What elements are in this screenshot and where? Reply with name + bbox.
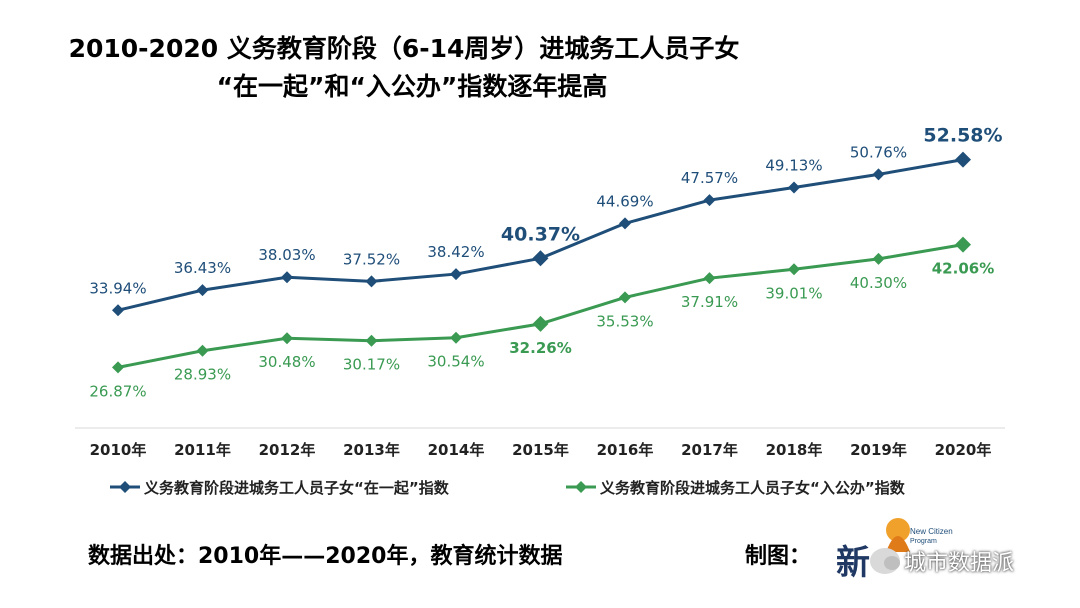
data-label-2: 30.17%: [343, 356, 400, 374]
data-label-1: 50.76%: [850, 143, 907, 161]
data-label-1: 40.37%: [501, 223, 580, 245]
data-point-1: [619, 217, 631, 230]
data-point-2: [703, 272, 716, 285]
data-label-1: 49.13%: [765, 157, 822, 175]
data-label-1: 36.43%: [174, 259, 231, 277]
data-point-1: [196, 284, 209, 297]
data-label-1: 44.69%: [596, 192, 653, 210]
legend-marker-2: [575, 481, 587, 493]
data-point-1: [955, 151, 971, 168]
data-label-2: 32.26%: [509, 339, 571, 357]
data-label-1: 38.42%: [427, 243, 484, 261]
svg-text:Program: Program: [910, 538, 937, 545]
x-tick-label: 2013年: [343, 441, 400, 459]
title-line-1: 2010-2020 义务教育阶段（6-14周岁）进城务工人员子女: [68, 34, 740, 63]
data-point-2: [450, 331, 462, 344]
x-tick-label: 2010年: [90, 441, 147, 459]
data-source-note: 数据出处：2010年——2020年，教育统计数据: [88, 544, 563, 569]
data-point-2: [872, 252, 885, 265]
data-label-2: 42.06%: [932, 260, 994, 278]
data-point-1: [112, 304, 124, 317]
data-label-2: 26.87%: [89, 382, 146, 400]
data-label-1: 37.52%: [343, 250, 400, 268]
svg-text:New Citizen: New Citizen: [910, 527, 953, 536]
data-point-2: [365, 334, 378, 347]
data-point-1: [365, 275, 378, 288]
x-tick-label: 2016年: [597, 441, 654, 459]
chart-title: 2010-2020 义务教育阶段（6-14周岁）进城务工人员子女 “在一起”和“…: [0, 30, 1080, 106]
data-label-1: 33.94%: [89, 279, 146, 297]
line-chart: 2010年 2011年 2012年 2013年 2014年 2015年 2016年 2017年…: [75, 125, 1005, 497]
x-tick-label: 2017年: [681, 441, 738, 459]
data-label-2: 30.48%: [258, 353, 315, 371]
data-point-2: [532, 315, 549, 332]
logo-char: 新: [836, 543, 870, 583]
x-tick-label: 2011年: [174, 441, 231, 459]
x-tick-label: 2015年: [512, 441, 569, 459]
legend-marker-1: [119, 481, 131, 493]
data-point-2: [112, 361, 124, 374]
data-label-2: 37.91%: [681, 293, 738, 311]
data-point-2: [196, 344, 209, 357]
data-point-1: [450, 268, 462, 281]
data-label-2: 30.54%: [427, 353, 484, 371]
data-point-1: [788, 181, 800, 194]
watermark: 城市数据派: [870, 544, 1014, 578]
x-tick-label: 2012年: [259, 441, 316, 459]
data-label-2: 39.01%: [765, 284, 822, 302]
data-point-2: [788, 263, 800, 276]
title-line-2: “在一起”和“入公办”指数逐年提高: [216, 72, 608, 101]
legend-label-2: 义务教育阶段进城务工人员子女“入公办”指数: [600, 479, 906, 497]
x-tick-label: 2018年: [766, 441, 823, 459]
data-point-1: [872, 168, 885, 181]
data-label-1: 38.03%: [258, 246, 315, 264]
data-label-1: 47.57%: [681, 169, 738, 187]
x-tick-label: 2019年: [850, 441, 907, 459]
data-point-1: [532, 250, 549, 267]
data-label-2: 35.53%: [596, 312, 653, 330]
x-tick-label: 2020年: [935, 441, 992, 459]
data-point-2: [955, 236, 971, 253]
new-citizen-logo: New Citizen Program 新: [836, 518, 953, 583]
watermark-text: 城市数据派: [904, 551, 1015, 576]
data-label-1: 52.58%: [923, 125, 1002, 147]
legend-label-1: 义务教育阶段进城务工人员子女“在一起”指数: [144, 479, 450, 497]
data-label-2: 40.30%: [850, 274, 907, 292]
data-point-1: [703, 194, 716, 207]
data-point-2: [619, 291, 631, 304]
wechat-icon: [870, 548, 900, 574]
data-point-1: [281, 271, 293, 284]
data-label-2: 28.93%: [174, 366, 231, 384]
made-by-label: 制图：: [745, 544, 812, 569]
data-point-2: [281, 332, 293, 345]
x-tick-label: 2014年: [428, 441, 485, 459]
